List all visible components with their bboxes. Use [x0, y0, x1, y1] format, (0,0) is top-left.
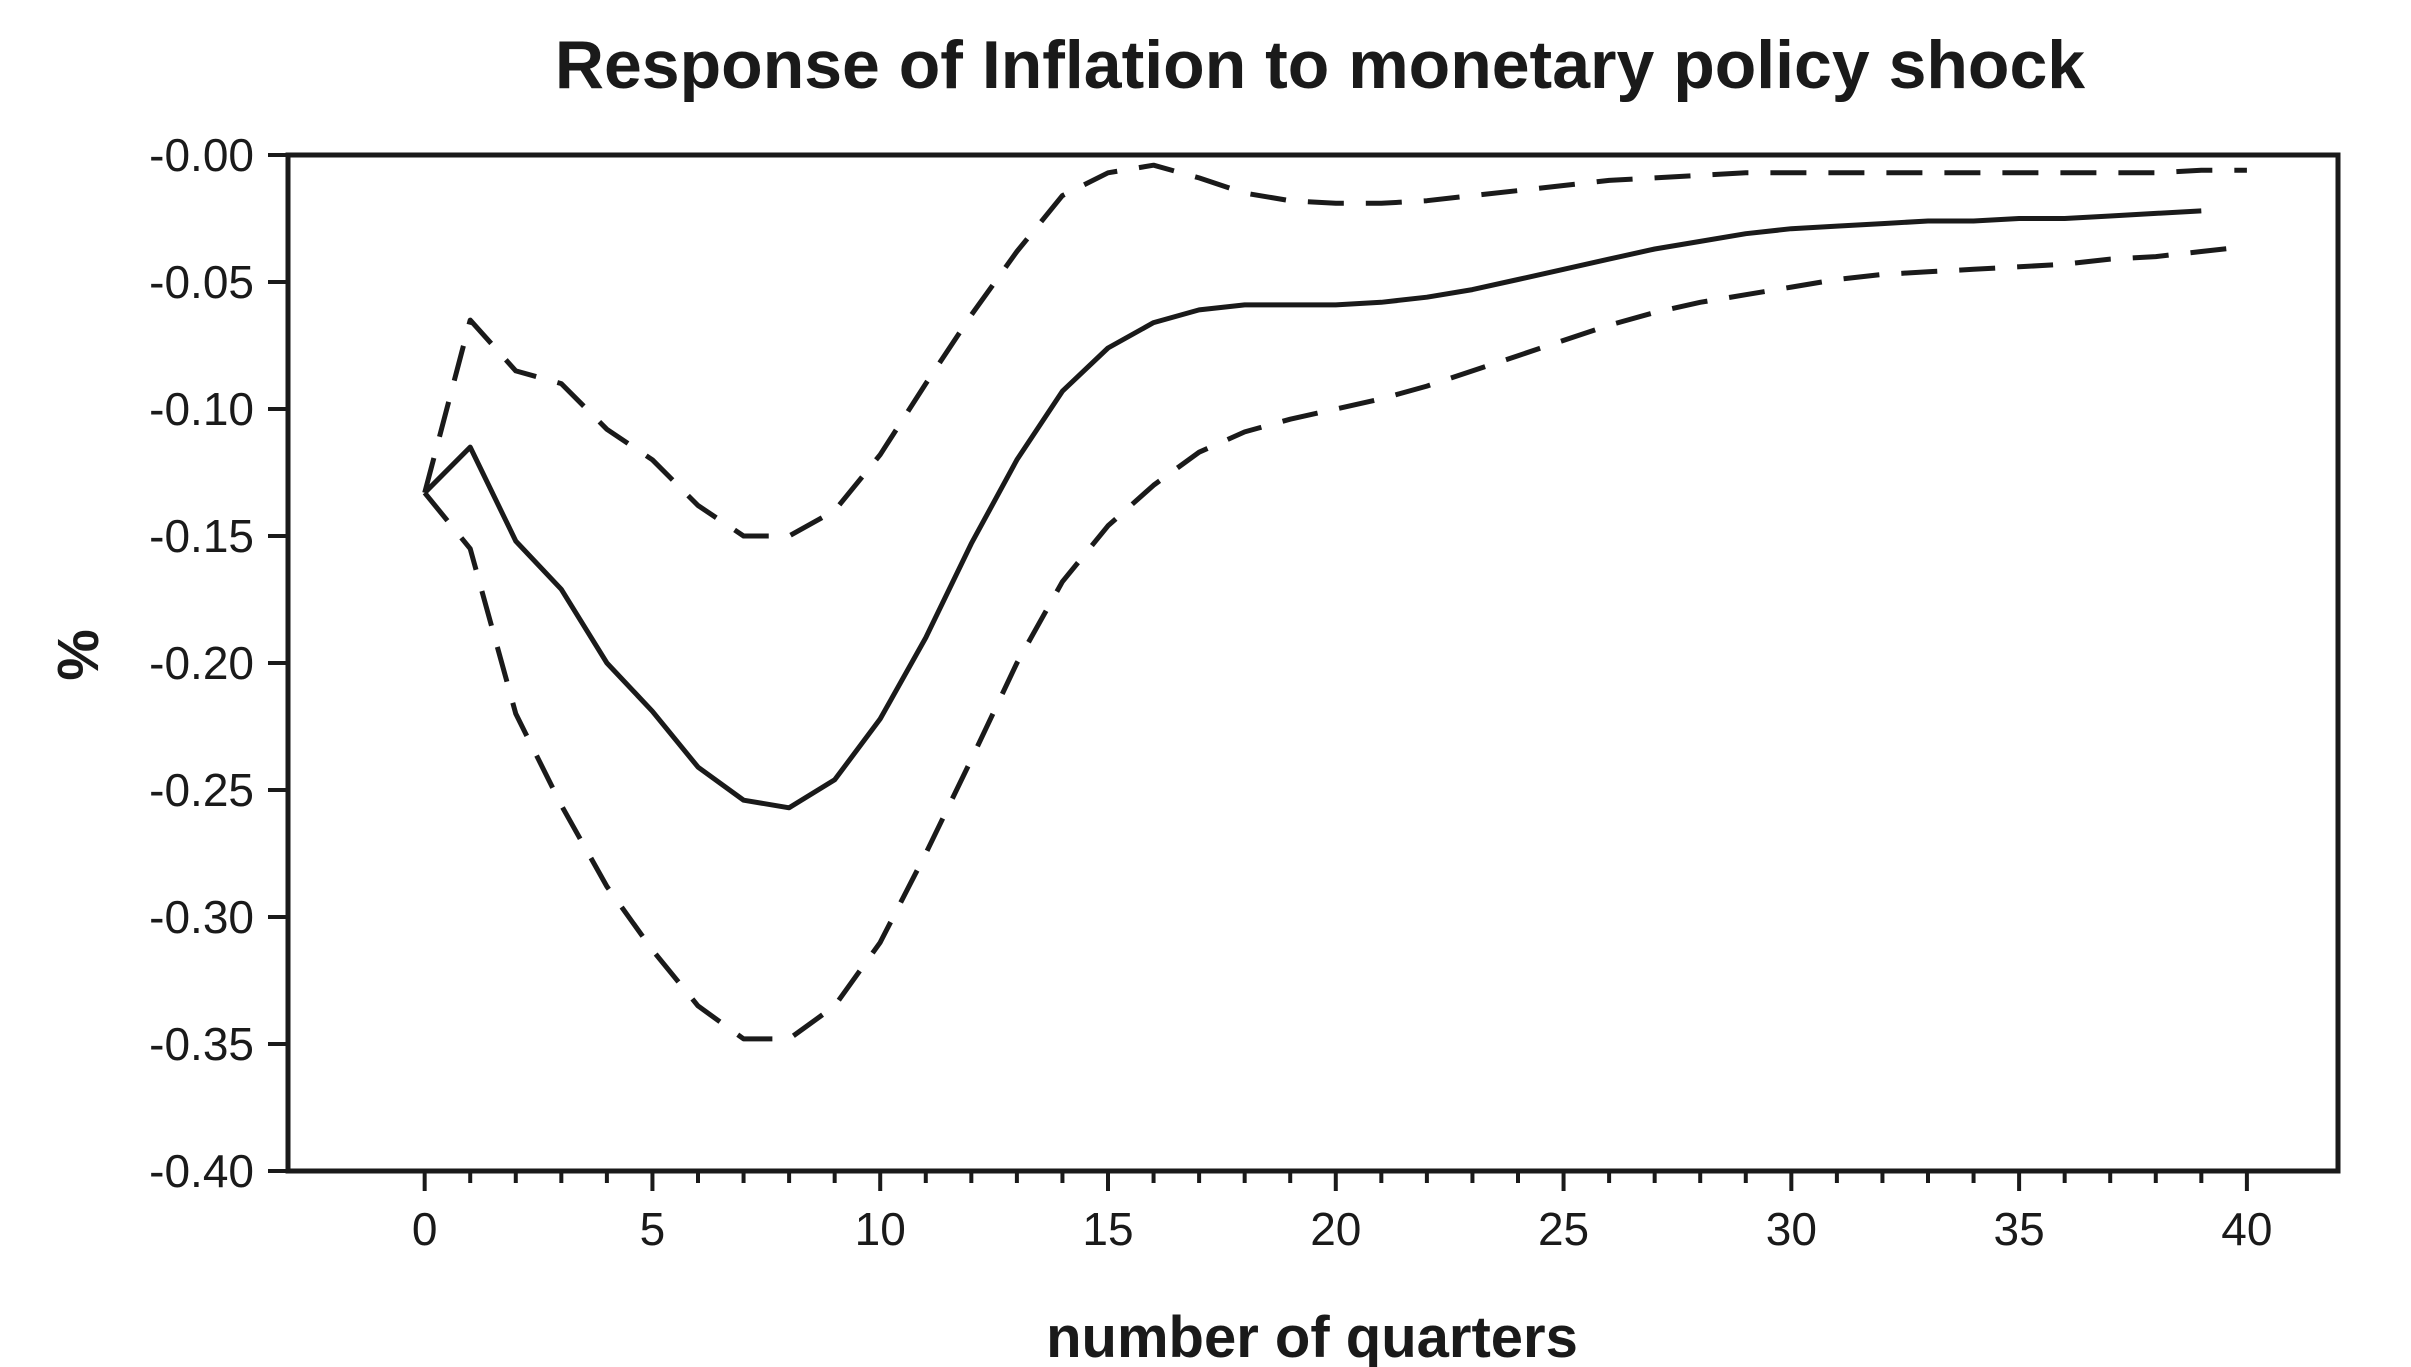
lower-band-line [422, 243, 2248, 1042]
y-axis: -0.00 -0.05 -0.10 -0.15 -0.20 -0.25 -0.30 -0.35… [149, 129, 288, 1197]
y-tick-label: -0.40 [149, 1145, 254, 1197]
x-tick-label: 0 [412, 1203, 438, 1255]
y-tick-label: -0.05 [149, 256, 254, 308]
y-tick-label: -0.20 [149, 637, 254, 689]
impulse-response-line [422, 208, 2202, 811]
y-tick-label: -0.10 [149, 383, 254, 435]
y-axis-label: % [45, 629, 110, 681]
y-tick-label: -0.35 [149, 1018, 254, 1070]
x-axis: 0 5 10 15 20 25 30 35 40 [412, 1171, 2272, 1255]
y-tick-label: -0.30 [149, 891, 254, 943]
x-tick-label: 15 [1082, 1203, 1133, 1255]
x-tick-label: 10 [855, 1203, 906, 1255]
x-tick-label: 5 [640, 1203, 666, 1255]
x-axis-label: number of quarters [1046, 1305, 1578, 1367]
y-tick-label: -0.25 [149, 764, 254, 816]
upper-band-line [422, 162, 2247, 539]
x-tick-label: 35 [1994, 1203, 2045, 1255]
x-tick-label: 25 [1538, 1203, 1589, 1255]
y-tick-label: -0.00 [149, 129, 254, 181]
y-tick-label: -0.15 [149, 510, 254, 562]
x-tick-label: 30 [1766, 1203, 1817, 1255]
series-layer [422, 162, 2248, 1042]
chart-title: Response of Inflation to monetary policy… [555, 27, 2085, 103]
x-tick-label: 40 [2221, 1203, 2272, 1255]
plot-area: -0.00 -0.05 -0.10 -0.15 -0.20 -0.25 -0.30 -0.35… [149, 129, 2341, 1255]
x-tick-label: 20 [1310, 1203, 1361, 1255]
